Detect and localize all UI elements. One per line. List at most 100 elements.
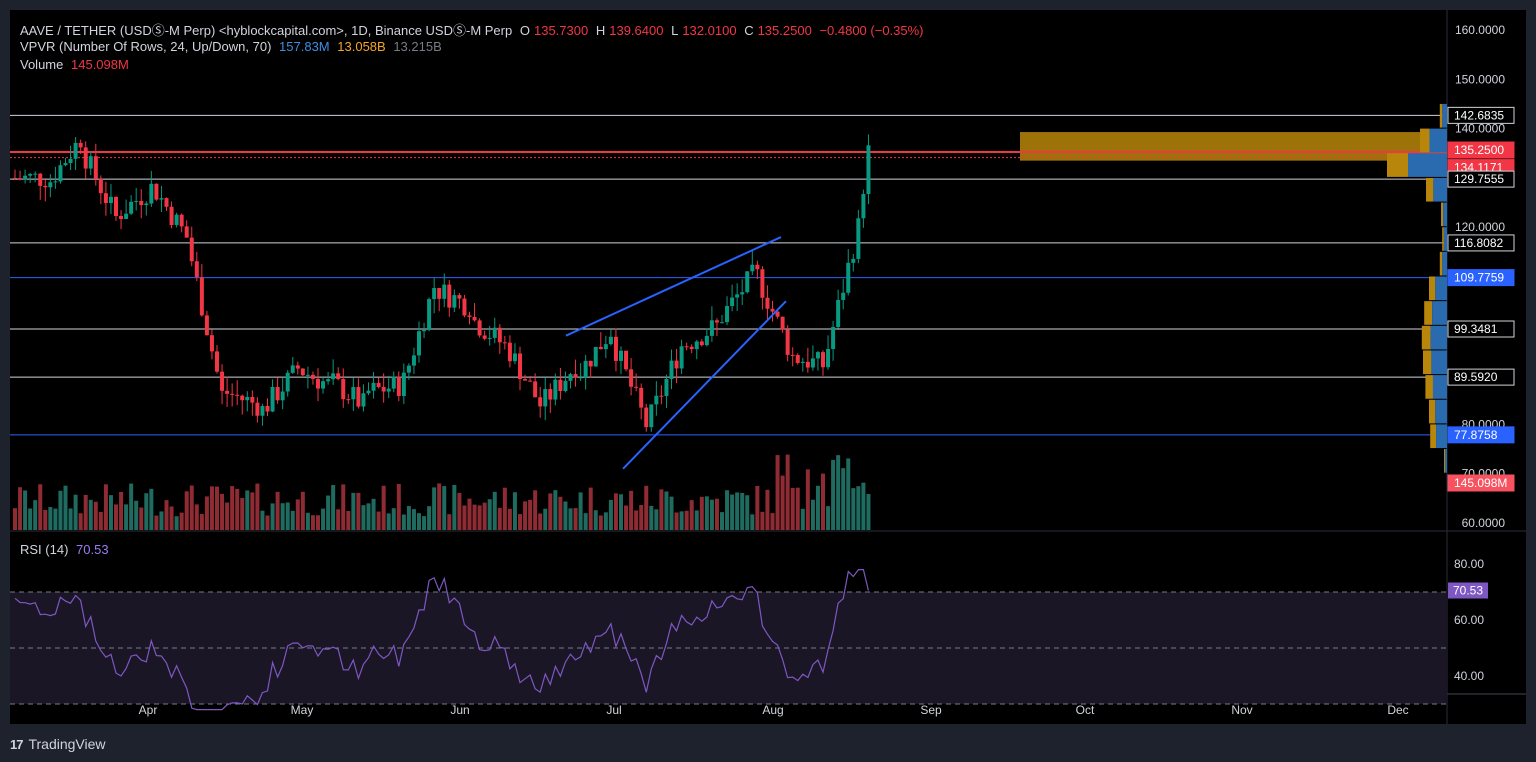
volume-bar	[336, 509, 341, 530]
volume-bar	[770, 513, 775, 530]
candle-body	[235, 394, 240, 396]
volume-bar	[821, 473, 825, 530]
volume-bar	[518, 514, 522, 530]
volume-bar	[422, 516, 427, 530]
candle-body	[33, 173, 38, 175]
candle-body	[295, 365, 300, 369]
volume-bar	[851, 488, 856, 530]
time-tick-label: Jul	[606, 703, 621, 717]
volume-legend[interactable]: Volume 145.098M	[20, 57, 133, 72]
volume-bar	[88, 499, 93, 530]
volume-bar	[139, 507, 144, 530]
volume-bar	[58, 490, 63, 530]
vpvr-bar-up	[1442, 251, 1447, 276]
volume-bar	[674, 512, 679, 530]
volume-bar	[103, 484, 108, 530]
volume-bar	[33, 500, 38, 530]
rsi-legend[interactable]: RSI (14) 70.53	[20, 542, 113, 557]
candle-body	[472, 317, 477, 321]
vpvr-bar-down	[1444, 449, 1446, 473]
volume-bar	[725, 490, 730, 530]
candle-body	[164, 198, 169, 207]
candle-body	[851, 258, 856, 263]
volume-bar	[735, 492, 740, 530]
volume-bar	[755, 485, 760, 530]
candle-body	[745, 271, 750, 293]
candle-body	[795, 355, 800, 363]
volume-bar	[285, 502, 290, 530]
candle-body	[225, 390, 230, 394]
volume-bar	[482, 502, 487, 530]
volume-bar	[427, 506, 432, 530]
volume-bar	[78, 513, 83, 530]
price-level-tag	[1447, 106, 1515, 124]
candle-body	[447, 284, 452, 308]
price-chart[interactable]: 160.0000150.0000140.0000120.000080.00007…	[10, 10, 1526, 724]
volume-bar	[270, 503, 275, 530]
candle-body	[341, 379, 346, 400]
candle-body	[482, 335, 487, 339]
candle-body	[694, 341, 699, 350]
candle-body	[260, 406, 265, 416]
volume-bar	[341, 484, 346, 530]
candle-body	[48, 182, 53, 188]
candle-body	[437, 288, 442, 299]
volume-bar	[442, 486, 447, 530]
candle-body	[184, 226, 189, 238]
rsi-tick-label: 80.00	[1454, 557, 1484, 571]
candle-body	[179, 214, 184, 227]
tradingview-logo-icon[interactable]: 17	[10, 736, 24, 752]
vpvr-bar-down	[1429, 399, 1436, 424]
vpvr-bar-up	[1432, 301, 1447, 325]
candle-body	[634, 386, 639, 388]
candle-body	[720, 322, 724, 324]
volume-bar	[235, 488, 240, 530]
volume-bar	[361, 505, 366, 530]
volume-bar	[563, 501, 568, 530]
candle-body	[548, 389, 553, 400]
vpvr-value-area	[1020, 132, 1447, 161]
chart-frame[interactable]: 160.0000 150.0000 140.0000 120.0000 80.0000 7…	[10, 10, 1526, 724]
candle-body	[73, 142, 78, 159]
volume-bar	[53, 508, 58, 530]
vpvr-legend[interactable]: VPVR (Number Of Rows, 24, Up/Down, 70) 1…	[20, 39, 446, 54]
volume-bar	[699, 496, 704, 530]
candle-body	[23, 175, 28, 180]
vpvr-bar-down	[1430, 424, 1437, 449]
candle-body	[639, 387, 644, 408]
symbol-title[interactable]: AAVE / TETHER (USDⓈ-M Perp) <hyblockcapi…	[20, 23, 513, 38]
volume-bar	[861, 482, 866, 530]
tradingview-brand[interactable]: TradingView	[28, 736, 106, 752]
volume-bar	[619, 494, 623, 530]
price-tick-label: 60.0000	[1462, 516, 1506, 530]
volume-bar	[149, 488, 154, 530]
candle-body	[376, 382, 381, 388]
candle-body	[280, 391, 285, 401]
trendline	[565, 236, 782, 337]
candle-body	[679, 346, 684, 369]
candle-body	[240, 395, 245, 401]
candle-body	[139, 200, 144, 206]
volume-bar	[684, 510, 689, 530]
volume-bar	[28, 508, 33, 530]
volume-bar	[225, 502, 230, 530]
volume-bar	[199, 513, 204, 530]
trendline	[622, 300, 787, 470]
volume-bar	[255, 483, 260, 530]
volume-bar	[720, 512, 724, 530]
volume-bar	[290, 510, 295, 530]
vpvr-bar-up	[1435, 399, 1447, 424]
volume-bar	[800, 508, 805, 530]
candle-body	[108, 196, 113, 204]
candle-body	[103, 193, 108, 204]
vpvr-bar-up	[1430, 325, 1447, 350]
volume-bar	[331, 485, 336, 530]
candle-body	[189, 237, 194, 262]
volume-bar	[295, 499, 300, 530]
volume-bar	[639, 504, 644, 530]
volume-bar	[629, 490, 634, 530]
volume-bar	[523, 501, 528, 530]
candle-body	[613, 336, 618, 361]
volume-bar	[260, 510, 265, 530]
candle-body	[331, 373, 336, 380]
